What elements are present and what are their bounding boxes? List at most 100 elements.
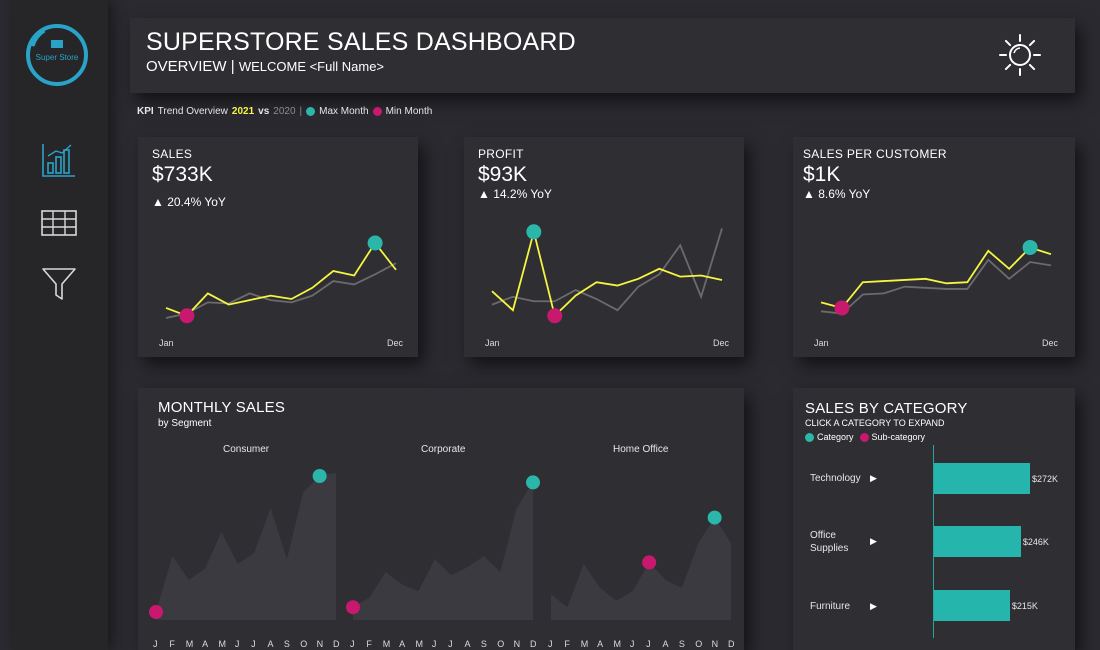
month-label: D xyxy=(333,639,340,649)
legend-kpi: KPI xyxy=(137,106,154,117)
current-year-line xyxy=(820,246,1052,309)
category-bar-technology[interactable] xyxy=(934,463,1030,494)
month-label: J xyxy=(350,639,355,649)
month-label: J xyxy=(629,639,635,649)
min-month-marker[interactable] xyxy=(179,308,195,324)
kpi-dec-label: Dec xyxy=(387,338,404,348)
previous-year-line xyxy=(820,258,1052,315)
expand-arrow-icon[interactable]: ▶ xyxy=(870,536,877,546)
month-label: J xyxy=(646,639,651,649)
monthly-sales-chart xyxy=(149,469,731,620)
category-value-furniture: $215K xyxy=(1011,601,1038,611)
month-label: F xyxy=(169,639,175,649)
sales-per-customer-kpi-card[interactable]: SALES PER CUSTOMER $1K ▲ 8.6% YoY Jan De… xyxy=(793,137,1075,357)
month-label: S xyxy=(283,639,290,649)
filter-icon[interactable] xyxy=(40,265,78,303)
current-year-line xyxy=(491,231,723,318)
category-subtitle: CLICK A CATEGORY TO EXPAND xyxy=(805,418,945,428)
sidebar: Super Store xyxy=(12,0,108,650)
monthly-sales-title: MONTHLY SALES xyxy=(158,399,286,416)
monthly-sales-subtitle: by Segment xyxy=(158,418,212,429)
month-label: J xyxy=(251,639,256,649)
category-dot-icon xyxy=(805,432,814,442)
legend-category: Category xyxy=(817,432,854,442)
month-label: J xyxy=(548,639,553,649)
kpi-legend: KPI Trend Overview 2021 vs 2020 | Max Mo… xyxy=(137,106,432,117)
previous-year-line xyxy=(165,262,397,319)
monthly-sales-card: MONTHLY SALES by Segment Consumer Corpor… xyxy=(138,388,744,650)
expand-arrow-icon[interactable]: ▶ xyxy=(870,473,877,483)
superstore-logo[interactable]: Super Store xyxy=(24,22,90,88)
kpi-yoy: ▲ 14.2% YoY xyxy=(478,187,552,201)
month-label: N xyxy=(711,639,719,649)
max-month-marker[interactable] xyxy=(526,475,540,490)
kpi-value: $93K xyxy=(478,163,528,186)
category-label-furniture[interactable]: Furniture xyxy=(810,601,851,612)
min-month-marker[interactable] xyxy=(834,300,850,316)
legend-min-month: Min Month xyxy=(385,106,433,117)
month-label: J xyxy=(431,639,437,649)
sales-per-customer-kpi-chart xyxy=(820,239,1052,316)
legend-year-previous: 2020 xyxy=(273,106,296,117)
previous-year-line xyxy=(491,228,723,312)
month-label: M xyxy=(613,639,621,649)
subcategory-dot-icon xyxy=(859,432,869,442)
profit-kpi-card[interactable]: PROFIT $93K ▲ 14.2% YoY Jan Dec xyxy=(464,137,744,357)
max-month-marker[interactable] xyxy=(526,224,542,240)
month-label: M xyxy=(415,639,423,649)
month-label: A xyxy=(597,639,604,649)
legend-trend: Trend Overview xyxy=(157,106,228,117)
max-month-marker[interactable] xyxy=(1022,239,1038,255)
kpi-value: $1K xyxy=(803,163,841,186)
month-label: D xyxy=(530,639,537,649)
min-month-marker[interactable] xyxy=(642,555,657,570)
legend-max-month: Max Month xyxy=(319,106,369,117)
sales-kpi-card[interactable]: SALES $733K ▲ 20.4% YoY Jan Dec xyxy=(138,137,418,357)
max-month-marker[interactable] xyxy=(367,235,383,251)
kpi-value: $733K xyxy=(152,163,213,186)
dashboard-title: SUPERSTORE SALES DASHBOARD xyxy=(146,28,576,56)
month-label: F xyxy=(366,639,372,649)
month-label: N xyxy=(513,639,521,649)
legend-vs: vs xyxy=(258,106,270,117)
header-panel: SUPERSTORE SALES DASHBOARD OVERVIEW | WE… xyxy=(130,18,1075,93)
month-label: A xyxy=(267,639,274,649)
table-icon[interactable] xyxy=(40,203,78,241)
legend-subcategory: Sub-category xyxy=(871,432,926,442)
chart-icon[interactable] xyxy=(40,141,78,179)
category-bar-office-supplies[interactable] xyxy=(934,526,1021,557)
max-month-marker[interactable] xyxy=(707,510,722,525)
month-label: A xyxy=(662,639,669,649)
min-month-marker[interactable] xyxy=(149,605,163,619)
month-label: S xyxy=(678,639,685,649)
min-month-dot-icon xyxy=(372,107,382,116)
current-year-line xyxy=(165,241,397,317)
segment-area xyxy=(353,482,533,620)
segment-area xyxy=(551,517,731,620)
kpi-dec-label: Dec xyxy=(713,338,730,348)
month-label: D xyxy=(728,639,735,649)
sales-by-category-card: SALES BY CATEGORY CLICK A CATEGORY TO EX… xyxy=(793,388,1075,650)
segment-area xyxy=(156,472,336,620)
max-month-dot-icon xyxy=(306,107,316,116)
category-bar-furniture[interactable] xyxy=(934,590,1010,621)
min-month-marker[interactable] xyxy=(346,600,360,615)
sun-icon[interactable] xyxy=(997,32,1043,78)
month-label: S xyxy=(480,639,487,649)
dashboard-subtitle: OVERVIEW | WELCOME <Full Name> xyxy=(146,58,384,75)
month-label: O xyxy=(497,639,505,649)
category-title: SALES BY CATEGORY xyxy=(805,400,968,417)
min-month-marker[interactable] xyxy=(547,308,563,324)
expand-arrow-icon[interactable]: ▶ xyxy=(870,601,877,611)
month-label: J xyxy=(234,639,240,649)
kpi-jan-label: Jan xyxy=(814,338,829,348)
category-label-office-supplies[interactable]: Office Supplies xyxy=(810,530,849,554)
month-label: O xyxy=(300,639,308,649)
month-label: A xyxy=(464,639,471,649)
kpi-yoy: ▲ 20.4% YoY xyxy=(152,195,226,209)
month-label: M xyxy=(218,639,226,649)
category-label-technology[interactable]: Technology xyxy=(810,473,861,484)
max-month-marker[interactable] xyxy=(312,469,327,483)
month-label: F xyxy=(564,639,570,649)
sales-kpi-chart xyxy=(165,235,397,324)
